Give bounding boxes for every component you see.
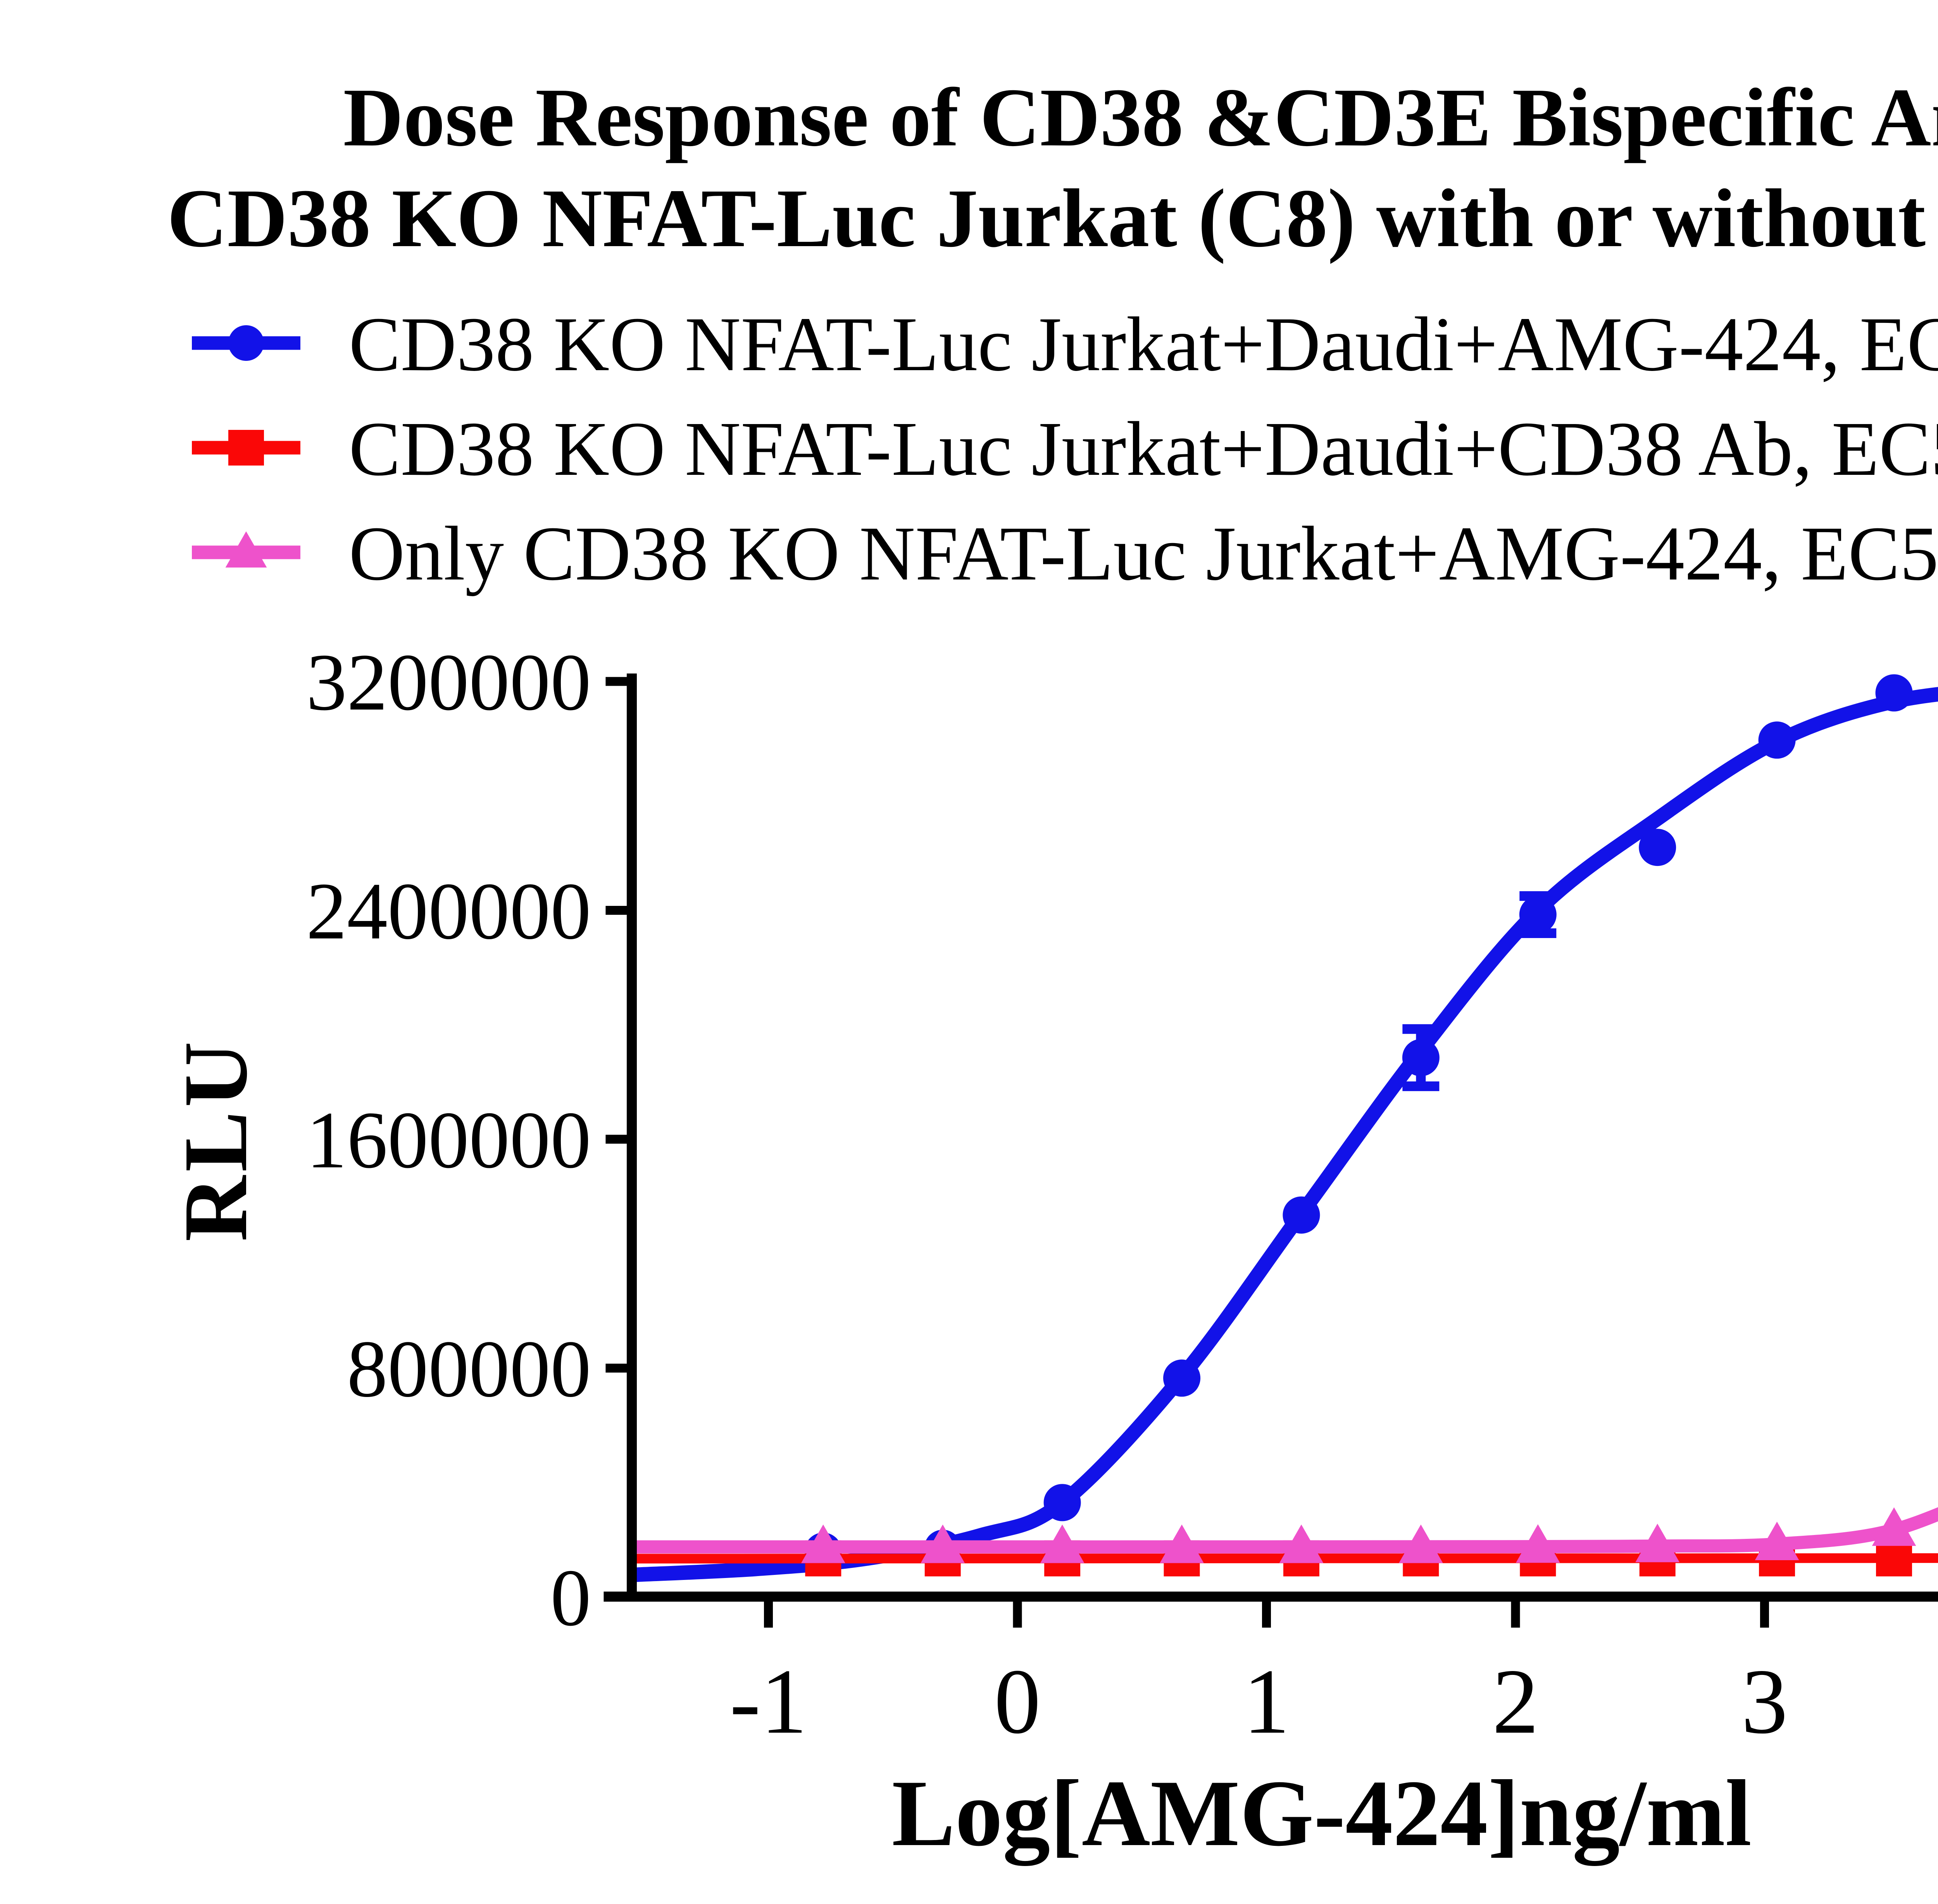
chart-title-line-2: CD38 KO NFAT-Luc Jurkat (C8) with or wit…: [167, 174, 1938, 266]
legend-triangle-glyph: [225, 531, 267, 568]
blue-series-under-layer: [636, 687, 1938, 1582]
pink-data-point: [921, 1524, 965, 1563]
pink-data-point: [1398, 1524, 1443, 1563]
y-axis-title: RLU: [165, 1038, 266, 1242]
x-tick-label: 3: [1741, 1650, 1788, 1753]
x-tick-label: 1: [1243, 1650, 1290, 1753]
chart-title: Dose Response of CD38 &CD3E Bispecific A…: [0, 70, 1938, 271]
blue-fit-curve: [636, 687, 1938, 1582]
pink-data-point: [1755, 1521, 1799, 1561]
x-axis-title: Log[AMG-424]ng/ml: [892, 1761, 1752, 1866]
legend-label: CD38 KO NFAT-Luc Jurkat+Daudi+CD38 Ab, E…: [349, 404, 1938, 492]
y-tick-label: 3200000: [306, 637, 591, 727]
blue-data-point: [1043, 1484, 1081, 1521]
x-tick-label: -1: [730, 1650, 807, 1753]
blue-data-point: [1519, 896, 1557, 933]
y-tick-label: 0: [550, 1553, 591, 1643]
pink-data-point: [1040, 1524, 1085, 1563]
legend-marker-triangle-icon: [192, 531, 300, 568]
y-tick-label: 2400000: [306, 866, 591, 956]
blue-data-point: [1639, 829, 1676, 866]
blue-data-point: [1758, 721, 1796, 759]
legend-label: CD38 KO NFAT-Luc Jurkat+Daudi+AMG-424, E…: [349, 299, 1938, 387]
x-tick-label: 0: [994, 1650, 1041, 1753]
legend-marker-square-icon: [192, 430, 300, 466]
blue-series: [1043, 674, 1913, 1521]
blue-data-point: [1875, 674, 1913, 712]
pink-data-point: [1872, 1507, 1916, 1546]
axes: 0800000160000024000003200000-101234Log[A…: [165, 637, 1938, 1866]
legend-row-cd38ab-daudi: CD38 KO NFAT-Luc Jurkat+Daudi+CD38 Ab, E…: [0, 395, 1938, 500]
legend: CD38 KO NFAT-Luc Jurkat+Daudi+AMG-424, E…: [0, 291, 1938, 605]
blue-data-point: [1402, 1039, 1440, 1076]
y-tick-label: 800000: [347, 1324, 591, 1414]
legend-row-only-jurkat: Only CD38 KO NFAT-Luc Jurkat+AMG-424, EC…: [0, 500, 1938, 605]
pink-series: [636, 1507, 1938, 1563]
pink-data-point: [1635, 1523, 1680, 1563]
blue-data-point: [1283, 1196, 1320, 1234]
legend-label: Only CD38 KO NFAT-Luc Jurkat+AMG-424, EC…: [349, 509, 1938, 596]
legend-circle-glyph: [228, 325, 264, 361]
chart-title-line-1: Dose Response of CD38 &CD3E Bispecific A…: [343, 74, 1938, 165]
blue-data-point: [1163, 1359, 1201, 1397]
red-data-point: [1876, 1540, 1912, 1576]
legend-square-glyph: [228, 430, 264, 466]
pink-data-point: [801, 1524, 845, 1563]
pink-data-point: [1279, 1524, 1324, 1563]
legend-marker-circle-icon: [192, 325, 300, 361]
pink-data-point: [1516, 1524, 1560, 1563]
y-tick-label: 1600000: [306, 1095, 591, 1185]
legend-row-amg424-daudi: CD38 KO NFAT-Luc Jurkat+Daudi+AMG-424, E…: [0, 291, 1938, 395]
x-tick-label: 2: [1492, 1650, 1539, 1753]
pink-data-point: [1160, 1524, 1204, 1563]
